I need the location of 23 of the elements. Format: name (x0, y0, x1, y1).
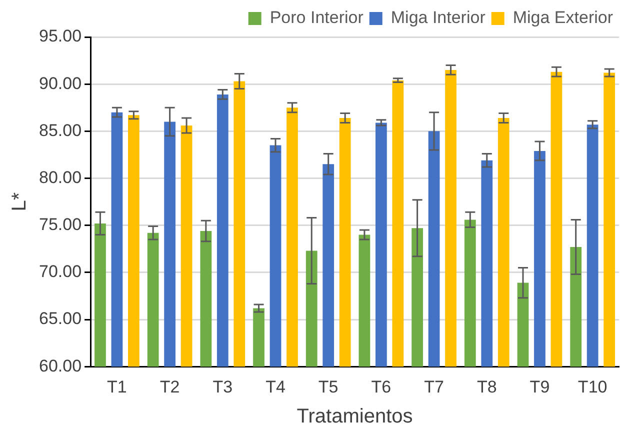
y-axis-title: L* (8, 192, 31, 212)
x-tick-label: T2 (160, 377, 180, 396)
x-tick-label: T9 (530, 377, 550, 396)
legend-label: Poro Interior (270, 8, 364, 28)
y-tick-label: 75.00 (38, 215, 82, 234)
x-tick-label: T10 (578, 377, 608, 396)
x-tick-label: T3 (212, 377, 233, 396)
x-tick-label: T8 (476, 377, 497, 396)
x-tick-label: T6 (371, 377, 392, 396)
y-tick-label: 95.00 (38, 26, 82, 46)
x-axis-title: Tratamientos (296, 406, 413, 428)
legend-label: Miga Exterior (512, 8, 614, 28)
legend-label: Miga Interior (390, 8, 486, 28)
y-tick-label: 85.00 (38, 120, 82, 140)
y-tick-label: 60.00 (38, 356, 82, 376)
x-tick-label: T7 (424, 377, 444, 396)
y-tick-label: 90.00 (38, 74, 82, 93)
y-tick-label: 70.00 (38, 262, 82, 282)
x-tick-label: T5 (318, 377, 338, 396)
y-tick-label: 80.00 (38, 168, 82, 187)
y-tick-label: 65.00 (38, 309, 82, 328)
x-tick-label: T1 (107, 377, 127, 396)
x-tick-label: T4 (266, 377, 286, 396)
